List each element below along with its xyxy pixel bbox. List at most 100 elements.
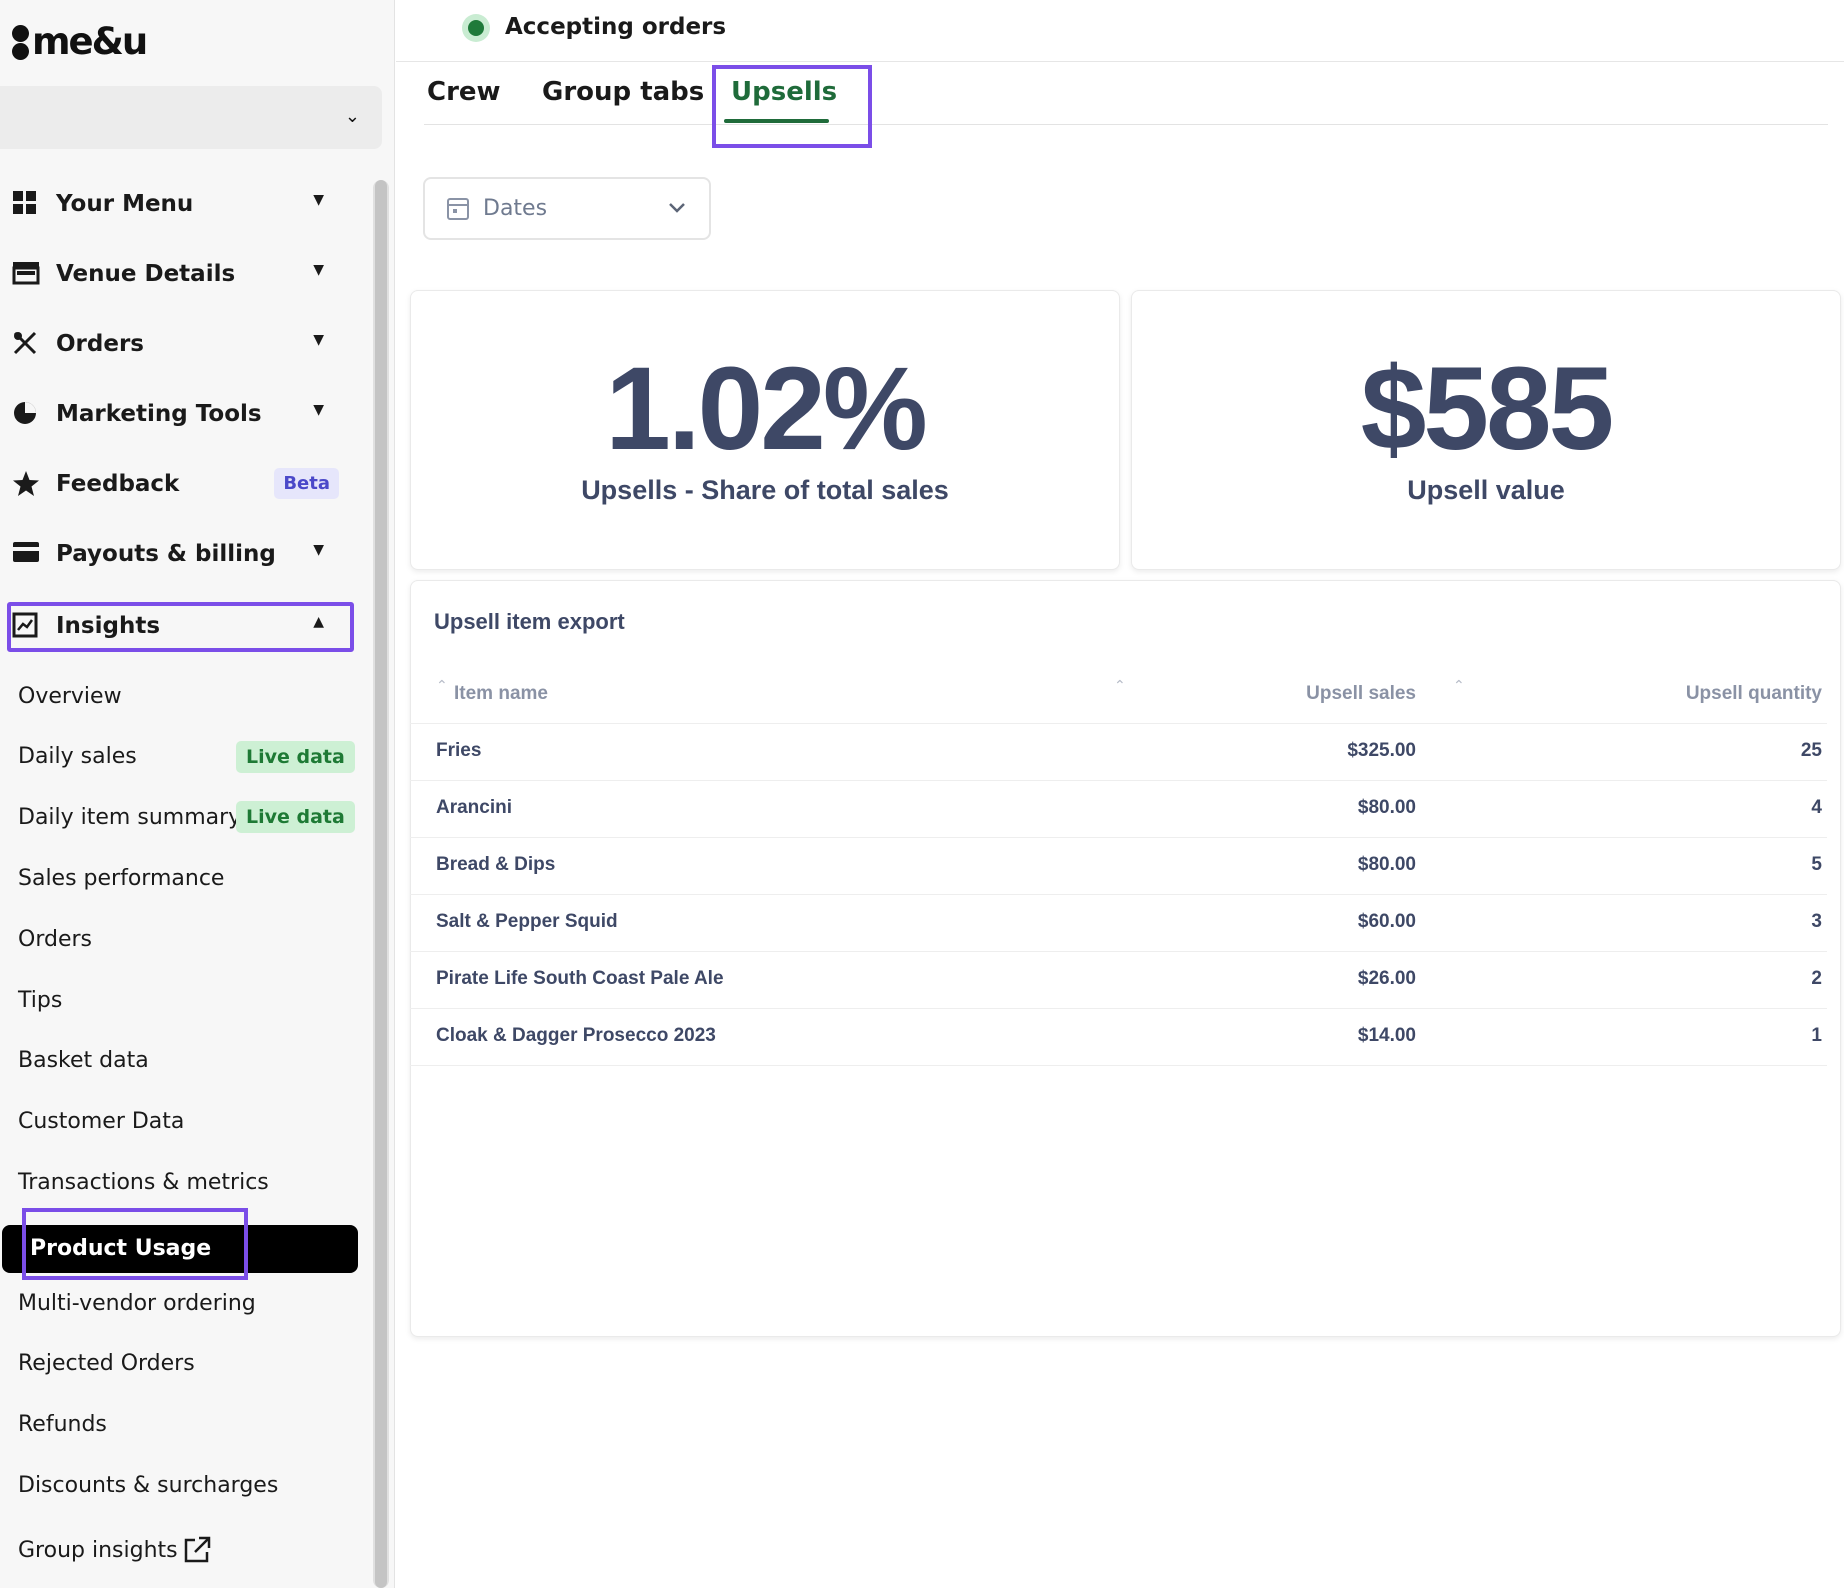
chevron-down-icon: ▼ (313, 332, 324, 348)
chevron-down-icon: ⌄ (344, 106, 360, 127)
insights-item-tips[interactable]: Tips (18, 988, 63, 1013)
venue-selector[interactable]: ⌄ (0, 86, 382, 149)
table-divider (410, 780, 1827, 781)
upsell-share-label: Upsells - Share of total sales (581, 475, 949, 505)
upsell-value-label: Upsell value (1407, 475, 1565, 505)
insights-item-product-usage[interactable]: Product Usage (2, 1225, 358, 1273)
nav-item-marketing-tools[interactable]: Marketing Tools ▼ (12, 389, 342, 439)
insights-item-overview[interactable]: Overview (18, 684, 122, 709)
insights-item-group-insights[interactable]: Group insights (18, 1538, 178, 1563)
chevron-down-icon: ▼ (313, 262, 324, 278)
cell-upsell-quantity: 4 (1811, 797, 1822, 818)
cell-upsell-quantity: 25 (1800, 740, 1822, 761)
live-data-badge: Live data (236, 801, 355, 833)
chevron-down-icon (667, 196, 687, 220)
insights-item-basket-data[interactable]: Basket data (18, 1048, 149, 1073)
cell-upsell-sales: $14.00 (1357, 1025, 1416, 1046)
logo-mark-icon (12, 22, 30, 62)
meandu-logo[interactable]: me&u (12, 20, 148, 63)
beta-badge: Beta (274, 468, 339, 499)
nav-item-label: Venue Details (56, 261, 236, 287)
sort-caret-icon[interactable]: ⌃ (1114, 678, 1126, 694)
insights-item-refunds[interactable]: Refunds (18, 1412, 107, 1437)
nav-item-orders[interactable]: Orders ▼ (12, 319, 342, 369)
cell-item-name: Pirate Life South Coast Pale Ale (436, 968, 724, 989)
cell-item-name: Arancini (436, 797, 513, 818)
grid-icon (12, 190, 40, 218)
credit-card-icon (12, 540, 40, 568)
upsell-value-card: $585 Upsell value (1131, 290, 1841, 570)
chevron-up-icon: ▲ (313, 614, 324, 630)
top-bar (396, 0, 1844, 62)
sidebar-scrollbar[interactable] (373, 180, 389, 1588)
pie-chart-icon (12, 400, 40, 428)
nav-item-label: Orders (56, 331, 144, 357)
chevron-down-icon: ▼ (313, 192, 324, 208)
tab-crew[interactable]: Crew (427, 77, 501, 107)
cell-upsell-quantity: 1 (1811, 1025, 1822, 1046)
tabs-divider (424, 124, 1828, 125)
utensils-icon (12, 330, 40, 358)
cell-item-name: Cloak & Dagger Prosecco 2023 (436, 1025, 716, 1046)
sidebar-scrollbar-thumb[interactable] (375, 180, 387, 1588)
sort-caret-icon[interactable]: ⌃ (1453, 678, 1465, 694)
cell-upsell-quantity: 2 (1811, 968, 1822, 989)
insights-item-daily-sales[interactable]: Daily sales (18, 744, 137, 769)
accepting-orders-status[interactable]: Accepting orders (505, 14, 727, 40)
dates-filter-label: Dates (483, 196, 548, 221)
insights-item-daily-item-summary[interactable]: Daily item summary (18, 805, 242, 830)
table-divider (410, 837, 1827, 838)
insights-item-multi-vendor-ordering[interactable]: Multi-vendor ordering (18, 1291, 256, 1316)
insights-highlight-box (7, 602, 354, 652)
upsell-item-export-card (410, 580, 1841, 1337)
tab-group-tabs[interactable]: Group tabs (542, 77, 705, 107)
cell-upsell-sales: $325.00 (1347, 740, 1416, 761)
cell-upsell-quantity: 3 (1811, 911, 1822, 932)
cell-upsell-sales: $80.00 (1357, 854, 1416, 875)
table-row (410, 837, 1827, 894)
insights-item-orders[interactable]: Orders (18, 927, 92, 952)
store-icon (12, 260, 40, 288)
status-dot-icon (462, 14, 490, 42)
cell-item-name: Salt & Pepper Squid (436, 911, 618, 932)
logo-text: me&u (32, 20, 148, 63)
nav-item-payouts-billing[interactable]: Payouts & billing ▼ (12, 529, 342, 579)
cell-item-name: Bread & Dips (436, 854, 556, 875)
upsell-share-card: 1.02% Upsells - Share of total sales (410, 290, 1120, 570)
insights-item-discounts-surcharges[interactable]: Discounts & surcharges (18, 1473, 279, 1498)
table-divider (410, 1065, 1827, 1066)
nav-item-label: Feedback (56, 471, 180, 497)
active-tab-indicator (724, 119, 829, 123)
tab-upsells[interactable]: Upsells (731, 77, 838, 107)
product-usage-highlight-box (22, 1208, 248, 1280)
table-row (410, 780, 1827, 837)
upsells-tab-highlight-box (712, 65, 872, 148)
nav-item-insights[interactable]: Insights ▲ (12, 601, 342, 651)
column-header-item-name[interactable]: Item name (454, 683, 548, 704)
column-header-upsell-sales[interactable]: Upsell sales (1306, 683, 1416, 704)
insights-item-transactions-metrics[interactable]: Transactions & metrics (18, 1170, 269, 1195)
table-row (410, 723, 1827, 780)
cell-item-name: Fries (436, 740, 482, 761)
external-link-icon (182, 1535, 212, 1569)
table-divider (410, 951, 1827, 952)
upsell-share-value: 1.02% (605, 343, 928, 475)
nav-item-your-menu[interactable]: Your Menu ▼ (12, 179, 342, 229)
sort-caret-icon[interactable]: ⌃ (436, 678, 448, 694)
cell-upsell-sales: $60.00 (1357, 911, 1416, 932)
table-title: Upsell item export (434, 609, 625, 634)
cell-upsell-quantity: 5 (1811, 854, 1822, 875)
nav-item-venue-details[interactable]: Venue Details ▼ (12, 249, 342, 299)
column-header-upsell-quantity[interactable]: Upsell quantity (1685, 683, 1822, 704)
calendar-icon (447, 198, 469, 220)
table-row (410, 894, 1827, 951)
table-divider (410, 894, 1827, 895)
insights-item-rejected-orders[interactable]: Rejected Orders (18, 1351, 195, 1376)
table-divider (410, 1008, 1827, 1009)
insights-item-customer-data[interactable]: Customer Data (18, 1109, 185, 1134)
dates-filter-dropdown[interactable]: Dates (423, 177, 711, 240)
trend-chart-icon (12, 612, 40, 640)
insights-item-sales-performance[interactable]: Sales performance (18, 866, 225, 891)
nav-item-feedback[interactable]: Feedback Beta (12, 459, 342, 509)
nav-item-label: Payouts & billing (56, 541, 276, 567)
